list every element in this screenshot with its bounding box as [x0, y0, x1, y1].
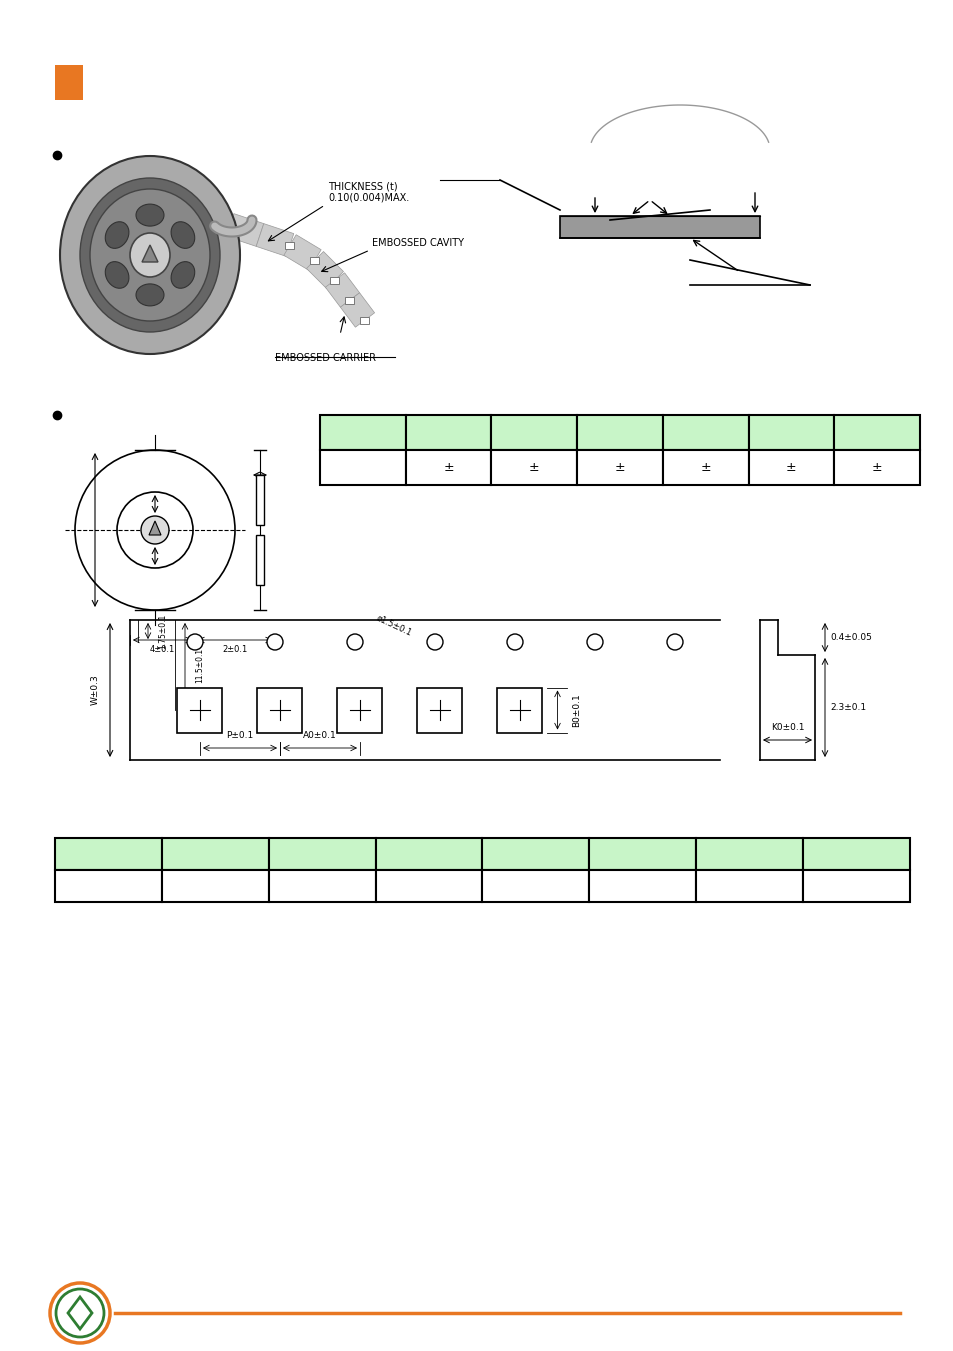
Bar: [269, 838, 375, 870]
Bar: [834, 450, 919, 485]
Bar: [491, 415, 577, 450]
Bar: [482, 838, 589, 870]
Text: P±0.1: P±0.1: [226, 731, 253, 740]
Text: ±: ±: [785, 461, 796, 474]
Ellipse shape: [60, 155, 240, 354]
Ellipse shape: [136, 204, 164, 226]
Bar: [359, 317, 369, 324]
Text: ±: ±: [614, 461, 624, 474]
Bar: [802, 838, 909, 870]
Polygon shape: [256, 224, 294, 257]
Bar: [330, 277, 338, 284]
Bar: [319, 415, 405, 450]
Circle shape: [586, 634, 602, 650]
Circle shape: [56, 1289, 104, 1337]
Bar: [696, 870, 802, 902]
Bar: [589, 838, 696, 870]
Text: ±: ±: [528, 461, 539, 474]
Bar: [417, 688, 462, 732]
Circle shape: [50, 1283, 110, 1343]
Bar: [491, 450, 577, 485]
Bar: [319, 450, 405, 485]
Ellipse shape: [130, 232, 170, 277]
Ellipse shape: [90, 189, 210, 322]
Bar: [375, 870, 482, 902]
Bar: [748, 450, 834, 485]
Text: ±: ±: [871, 461, 882, 474]
Bar: [55, 65, 83, 100]
Polygon shape: [284, 235, 321, 270]
Circle shape: [267, 634, 283, 650]
Circle shape: [506, 634, 522, 650]
Polygon shape: [226, 213, 264, 246]
Bar: [375, 838, 482, 870]
Text: ±: ±: [443, 461, 454, 474]
Text: EMBOSSED CAVITY: EMBOSSED CAVITY: [372, 238, 463, 249]
Ellipse shape: [171, 222, 194, 249]
Text: THICKNESS (t)
0.10(0.004)MAX.: THICKNESS (t) 0.10(0.004)MAX.: [328, 181, 409, 203]
Bar: [577, 450, 662, 485]
Bar: [577, 415, 662, 450]
Polygon shape: [149, 521, 161, 535]
Bar: [337, 688, 382, 732]
Text: 0.4±0.05: 0.4±0.05: [829, 634, 871, 642]
Text: 4±0.1: 4±0.1: [150, 644, 175, 654]
Bar: [834, 415, 919, 450]
Bar: [55, 838, 162, 870]
Bar: [589, 870, 696, 902]
Polygon shape: [142, 245, 158, 262]
Circle shape: [427, 634, 442, 650]
Polygon shape: [325, 273, 359, 307]
Bar: [162, 838, 269, 870]
Bar: [497, 688, 542, 732]
Ellipse shape: [171, 262, 194, 288]
Circle shape: [347, 634, 363, 650]
Bar: [310, 257, 318, 263]
Polygon shape: [306, 251, 343, 289]
Bar: [405, 450, 491, 485]
Bar: [255, 535, 264, 585]
Circle shape: [187, 634, 203, 650]
Text: EMBOSSED CARRIER: EMBOSSED CARRIER: [274, 353, 375, 363]
Bar: [162, 870, 269, 902]
Bar: [177, 688, 222, 732]
Text: K0±0.1: K0±0.1: [770, 723, 803, 732]
Bar: [269, 870, 375, 902]
Circle shape: [666, 634, 682, 650]
Bar: [285, 242, 294, 249]
Bar: [559, 216, 760, 238]
Bar: [482, 870, 589, 902]
Text: A0±0.1: A0±0.1: [303, 731, 336, 740]
Polygon shape: [340, 293, 375, 327]
Text: ±: ±: [700, 461, 710, 474]
Bar: [345, 297, 354, 304]
Bar: [748, 415, 834, 450]
Text: B0±0.1: B0±0.1: [572, 693, 581, 727]
Bar: [55, 870, 162, 902]
Bar: [696, 838, 802, 870]
Circle shape: [141, 516, 169, 544]
Bar: [662, 415, 748, 450]
Ellipse shape: [136, 284, 164, 305]
Bar: [662, 450, 748, 485]
Text: 1.75±0.1: 1.75±0.1: [158, 613, 167, 648]
Bar: [405, 415, 491, 450]
Bar: [255, 476, 264, 526]
Text: ø1.5±0.1: ø1.5±0.1: [375, 613, 413, 638]
Bar: [257, 688, 302, 732]
Ellipse shape: [105, 222, 129, 249]
Bar: [802, 870, 909, 902]
Text: 11.5±0.1: 11.5±0.1: [194, 647, 204, 682]
Ellipse shape: [105, 262, 129, 288]
Text: 2±0.1: 2±0.1: [222, 644, 248, 654]
Text: W±0.3: W±0.3: [91, 674, 99, 705]
Ellipse shape: [80, 178, 220, 332]
Text: 2.3±0.1: 2.3±0.1: [829, 703, 865, 712]
